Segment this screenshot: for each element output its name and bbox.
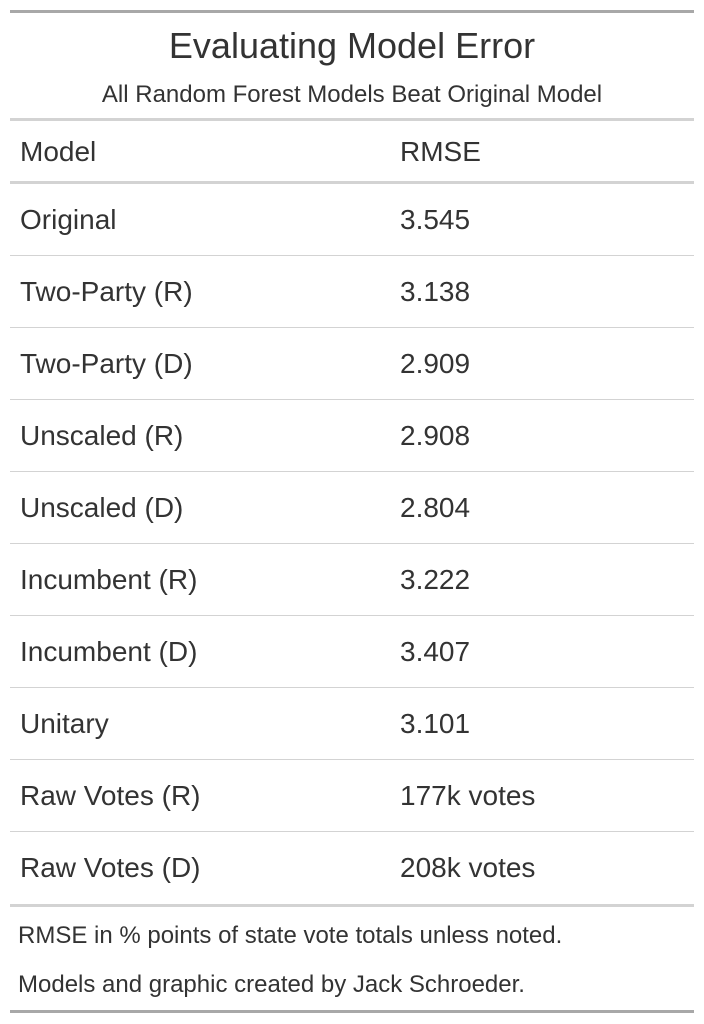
table-row: Incumbent (R) 3.222 [10,544,694,616]
footnote-credit: Models and graphic created by Jack Schro… [18,971,525,998]
table-title: Evaluating Model Error [168,25,536,66]
table-subtitle: All Random Forest Models Beat Original M… [101,81,603,108]
cell-model: Incumbent (D) [20,636,198,667]
table-row: Incumbent (D) 3.407 [10,616,694,688]
table-row: Original 3.545 [10,184,694,256]
cell-model: Incumbent (R) [20,564,198,595]
column-header-rmse: RMSE [400,136,481,167]
header-top-rule [10,118,694,121]
cell-rmse: 3.222 [400,564,471,595]
cell-model: Unscaled (D) [20,492,184,523]
table-row: Two-Party (D) 2.909 [10,328,694,400]
cell-rmse: 208k votes [400,852,536,883]
cell-rmse: 3.101 [400,708,471,739]
cell-model: Raw Votes (D) [20,852,201,883]
body-bottom-rule [10,904,694,907]
cell-rmse: 3.138 [400,276,471,307]
cell-model: Raw Votes (R) [20,780,201,811]
table-bottom-rule [10,1010,694,1013]
cell-model: Original [20,204,117,235]
cell-rmse: 2.909 [400,348,471,379]
cell-rmse: 3.545 [400,204,471,235]
cell-rmse: 3.407 [400,636,471,667]
table-row: Two-Party (R) 3.138 [10,256,694,328]
table-row: Unscaled (R) 2.908 [10,400,694,472]
footnote-units: RMSE in % points of state vote totals un… [18,922,563,949]
table-top-rule [10,10,694,13]
table-row: Unscaled (D) 2.804 [10,472,694,544]
cell-model: Two-Party (D) [20,348,193,379]
table-row: Raw Votes (D) 208k votes [10,832,694,903]
cell-model: Two-Party (R) [20,276,193,307]
cell-rmse: 2.908 [400,420,471,451]
model-error-table: Evaluating Model Error All Random Forest… [10,10,694,1014]
table-row: Unitary 3.101 [10,688,694,760]
column-header-model: Model [20,136,97,167]
cell-rmse: 2.804 [400,492,471,523]
table-row: Raw Votes (R) 177k votes [10,760,694,832]
cell-rmse: 177k votes [400,780,536,811]
cell-model: Unitary [20,708,109,739]
header-bottom-rule [10,181,694,184]
cell-model: Unscaled (R) [20,420,184,451]
table-body: Original 3.545 Two-Party (R) 3.138 Two-Party… [10,184,694,903]
